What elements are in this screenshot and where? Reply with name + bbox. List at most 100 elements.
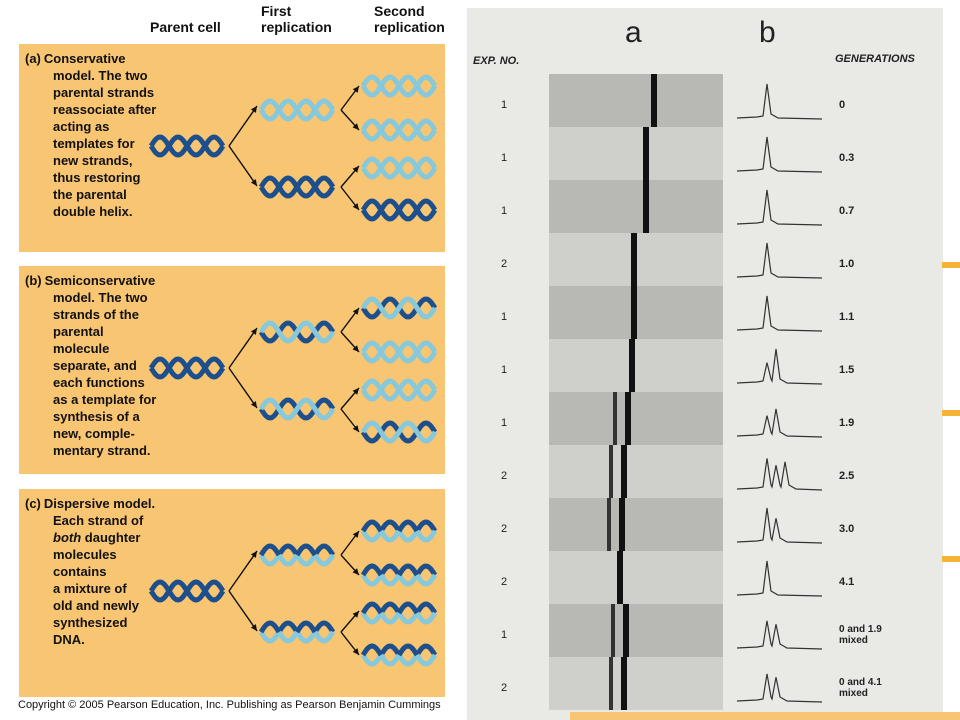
dna-band — [611, 604, 615, 657]
helix-strand — [360, 74, 438, 98]
photo-row: 2 3.0 — [501, 498, 854, 551]
gel-strip — [549, 127, 723, 180]
density-trace — [736, 295, 823, 332]
double-helix-icon — [258, 397, 336, 421]
helix-strand — [414, 529, 438, 543]
helix-strand — [414, 653, 438, 667]
helix-strand — [258, 543, 282, 557]
helix-strand — [414, 611, 438, 625]
double-helix-icon — [148, 134, 226, 158]
double-helix-icon — [148, 356, 226, 380]
density-trace — [736, 507, 823, 544]
helix-strand — [294, 620, 318, 634]
helix-strand — [360, 156, 438, 180]
branch-arrow-icon — [340, 387, 360, 410]
header-parent-cell: Parent cell — [150, 19, 221, 35]
branch-arrow-icon — [228, 145, 258, 187]
model-tag: (b) — [25, 273, 42, 288]
branch-arrow-icon — [340, 165, 360, 188]
helix-strand — [378, 601, 402, 615]
description-line: each functions — [53, 375, 145, 390]
description-line: model. The two — [53, 68, 148, 83]
photo-row: 1 1.9 — [501, 392, 854, 445]
exp-number: 2 — [501, 470, 507, 482]
description-line: templates for — [53, 136, 135, 151]
replication-diagram — [148, 519, 438, 667]
helix-strand — [396, 529, 420, 543]
double-helix-icon — [360, 156, 438, 180]
branch-arrow-icon — [228, 367, 258, 409]
description-line: a mixture of — [53, 581, 127, 596]
exp-number: 1 — [501, 417, 507, 429]
photo-row: 1 1.1 — [501, 286, 854, 339]
double-helix-icon — [360, 601, 438, 625]
description-line: strands of the — [53, 307, 139, 322]
description-line: contains — [53, 564, 107, 579]
panel-semiconservative: (b) Semiconservative model. The two strands… — [19, 266, 445, 474]
description-line: synthesis of a — [53, 409, 140, 424]
description-line: synthesized — [53, 615, 128, 630]
edge-tick — [942, 262, 960, 268]
gel-strip — [549, 392, 723, 445]
double-helix-icon — [360, 643, 438, 667]
helix-strand — [276, 553, 300, 567]
description-line: as a template for — [53, 392, 157, 407]
gel-strip — [549, 74, 723, 127]
branch-arrow-icon — [340, 307, 360, 333]
description-line: Each strand of — [53, 513, 144, 528]
helix-strand — [312, 553, 336, 567]
branch-arrow-icon — [228, 590, 258, 632]
description-line: new, comple- — [53, 426, 135, 441]
helix-strand — [148, 356, 226, 380]
replication-diagram — [148, 296, 438, 444]
helix-strand — [258, 320, 336, 344]
double-helix-icon — [148, 579, 226, 603]
exp-no-header: EXP. NO. — [473, 55, 519, 67]
generation-value: 3.0 — [839, 523, 854, 535]
double-helix-icon — [258, 98, 336, 122]
exp-number: 1 — [501, 99, 507, 111]
header-first-line1: First — [261, 3, 292, 19]
density-trace — [736, 189, 823, 226]
helix-strand — [276, 543, 300, 557]
panel-conservative: (a) Conservative model. The two parental st… — [19, 44, 445, 252]
helix-strand — [360, 296, 438, 320]
density-trace — [736, 136, 823, 173]
generation-value: 1.1 — [839, 311, 854, 323]
density-trace — [736, 348, 823, 385]
helix-strand — [396, 601, 420, 615]
density-trace — [736, 560, 823, 597]
generation-value: 0 and 4.1 — [839, 677, 882, 688]
double-helix-icon — [360, 340, 438, 364]
helix-strand — [378, 653, 402, 667]
branch-arrow-icon — [340, 331, 360, 353]
model-tag: (a) — [25, 51, 41, 66]
gel-strip — [549, 604, 723, 657]
helix-strand — [396, 563, 420, 577]
helix-strand — [378, 563, 402, 577]
description-line: parental — [53, 324, 104, 339]
helix-strand — [414, 573, 438, 587]
dna-band — [621, 657, 627, 710]
gel-strip — [549, 498, 723, 551]
dna-band — [623, 604, 629, 657]
generation-value: 0 — [839, 99, 845, 111]
description-line: thus restoring — [53, 170, 141, 185]
header-first-line2: replication — [261, 19, 332, 35]
helix-strand — [258, 98, 336, 122]
edge-tick — [942, 556, 960, 562]
dna-band — [621, 445, 627, 498]
dna-band — [619, 498, 625, 551]
branch-arrow-icon — [228, 105, 258, 147]
description-line: model. The two — [53, 290, 148, 305]
helix-strand — [312, 543, 336, 557]
double-helix-icon — [360, 563, 438, 587]
description-line: parental strands — [53, 85, 155, 100]
gel-strip — [549, 551, 723, 604]
helix-strand — [396, 653, 420, 667]
exp-number: 2 — [501, 682, 507, 694]
